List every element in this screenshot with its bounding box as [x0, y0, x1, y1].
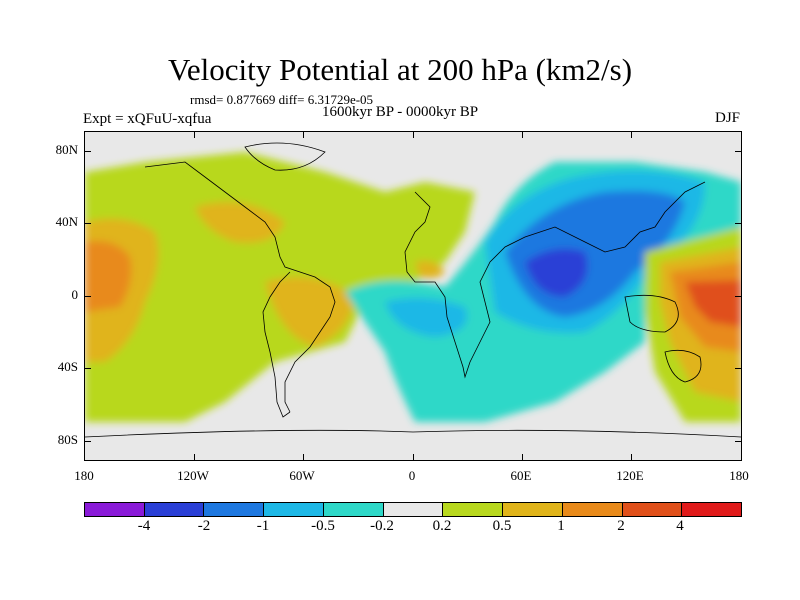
- colorbar-swatch: [264, 503, 324, 516]
- colorbar-swatch: [562, 503, 623, 516]
- stats-text: rmsd= 0.877669 diff= 6.31729e-05: [190, 92, 374, 107]
- colorbar-swatch: [503, 503, 563, 516]
- map-field: [85, 132, 741, 460]
- colorbar-label: -1: [256, 518, 270, 534]
- map-panel: [84, 131, 742, 461]
- colorbar-label: -2: [197, 518, 211, 534]
- lon-tick-label: 60W: [289, 468, 315, 483]
- lon-tick-label: 120E: [616, 468, 644, 483]
- colorbar-swatch: [144, 503, 205, 516]
- colorbar-swatch: [443, 503, 504, 516]
- colorbar-swatch: [682, 503, 742, 516]
- colorbar-label: 1: [557, 518, 565, 534]
- colorbar-label: -4: [137, 518, 151, 534]
- colorbar-label: -0.2: [370, 518, 394, 534]
- lat-tick-label: 0: [71, 287, 79, 302]
- map-title: Velocity Potential at 200 hPa (km2/s): [167, 52, 633, 87]
- colorbar-label: 0.2: [432, 518, 452, 534]
- colorbar-swatch: [383, 503, 444, 516]
- experiment-label: Expt = xQFuU-xqfua: [83, 111, 212, 127]
- colorbar-swatch: [204, 503, 265, 516]
- season-label: DJF: [714, 110, 740, 126]
- colorbar-swatch: [622, 503, 683, 516]
- colorbar-label: 0.5: [492, 518, 512, 534]
- lat-tick-label: 40N: [55, 214, 78, 229]
- lon-tick-label: 120W: [177, 468, 209, 483]
- colorbar-swatch: [323, 503, 384, 516]
- lon-tick-label: 180: [74, 468, 94, 483]
- colorbar-label: 4: [676, 518, 684, 534]
- colorbar-swatch: [85, 503, 145, 516]
- lat-tick-label: 80N: [55, 142, 78, 157]
- lon-tick-label: 0: [408, 468, 416, 483]
- lon-tick-label: 60E: [510, 468, 532, 483]
- colorbar: [84, 502, 742, 517]
- colorbar-label: -0.5: [311, 518, 335, 534]
- colorbar-label: 2: [617, 518, 625, 534]
- lon-tick-label: 180: [729, 468, 749, 483]
- lat-tick-label: 40S: [57, 359, 78, 374]
- period-label: 1600kyr BP - 0000kyr BP: [322, 104, 479, 120]
- lat-tick-label: 80S: [57, 432, 78, 447]
